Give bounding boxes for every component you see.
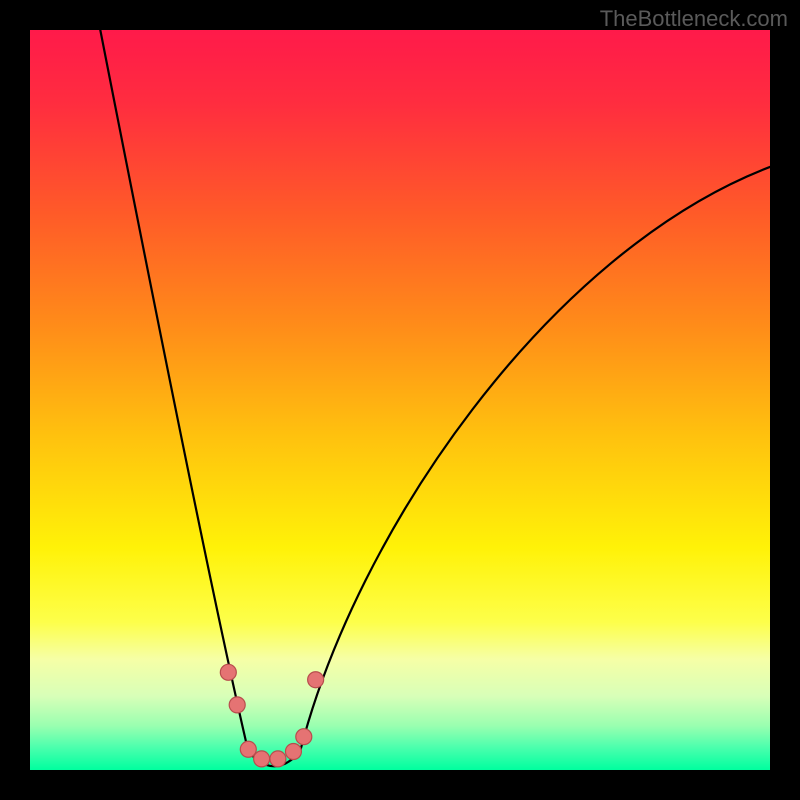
marker-point	[296, 729, 312, 745]
marker-point	[285, 744, 301, 760]
marker-point	[254, 751, 270, 767]
marker-point	[220, 664, 236, 680]
gradient-background	[30, 30, 770, 770]
chart-frame: TheBottleneck.com	[0, 0, 800, 800]
plot-area	[30, 30, 770, 770]
bottleneck-chart-svg	[30, 30, 770, 770]
marker-point	[308, 672, 324, 688]
watermark-text: TheBottleneck.com	[600, 6, 788, 32]
marker-point	[229, 697, 245, 713]
marker-point	[240, 741, 256, 757]
marker-point	[270, 751, 286, 767]
